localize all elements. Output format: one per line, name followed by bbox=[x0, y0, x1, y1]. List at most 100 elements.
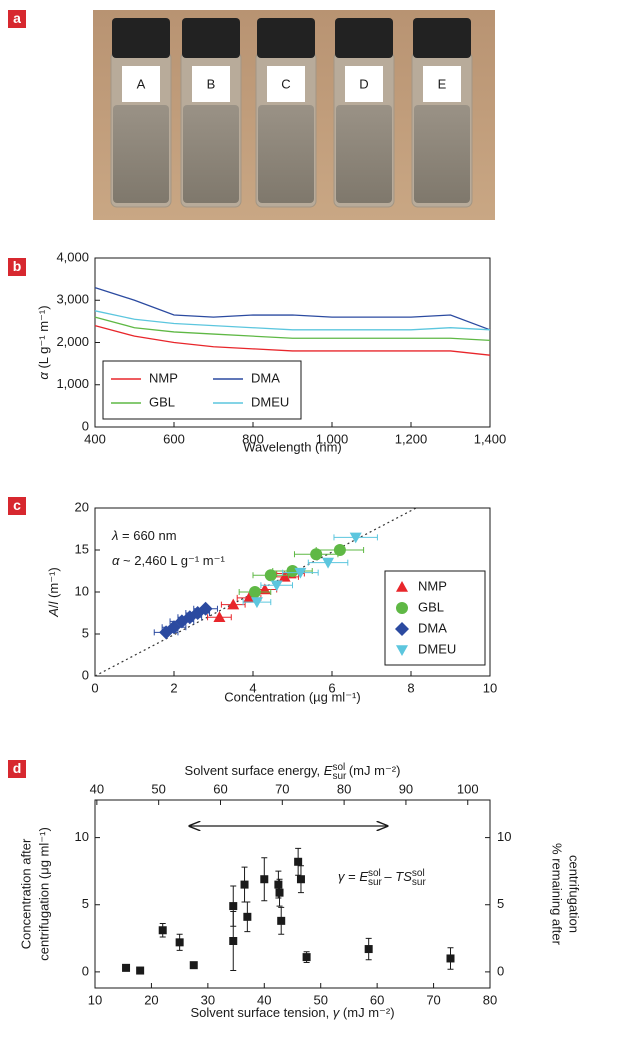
marker bbox=[213, 611, 226, 622]
y2-axis-label: % remaining after bbox=[550, 843, 565, 946]
x-tick-label: 1,400 bbox=[474, 431, 507, 446]
marker bbox=[136, 966, 145, 975]
y2-axis-label: centrifugation bbox=[567, 855, 582, 933]
vial-letter: C bbox=[281, 76, 290, 91]
vial-label bbox=[122, 66, 160, 102]
x-axis-label: Solvent surface tension, γ (mJ m⁻²) bbox=[190, 1005, 394, 1020]
marker bbox=[175, 938, 184, 947]
marker bbox=[264, 569, 277, 582]
x2-tick-label: 90 bbox=[399, 781, 413, 796]
legend-swatch bbox=[396, 581, 408, 592]
x-tick-label: 60 bbox=[370, 992, 384, 1007]
marker bbox=[349, 532, 362, 544]
panel-label-box bbox=[8, 258, 26, 276]
y-axis-label: α (L g⁻¹ m⁻¹) bbox=[36, 305, 51, 379]
text-segment: A bbox=[46, 608, 61, 618]
text-segment: (L g⁻¹ m⁻¹) bbox=[36, 305, 51, 372]
text-segment: l bbox=[46, 600, 61, 604]
annotation: α ~ 2,460 L g⁻¹ m⁻¹ bbox=[112, 553, 225, 568]
y-tick-label: 10 bbox=[75, 583, 89, 598]
y2-tick-label: 10 bbox=[497, 829, 511, 844]
marker bbox=[294, 567, 307, 579]
x2-tick-label: 40 bbox=[90, 781, 104, 796]
vial-label bbox=[423, 66, 461, 102]
x-tick-label: 600 bbox=[163, 431, 185, 446]
y-tick-label: 0 bbox=[82, 418, 89, 433]
marker bbox=[227, 598, 240, 610]
legend-box bbox=[102, 360, 302, 420]
vial-liquid bbox=[336, 105, 392, 203]
text-segment: (m⁻¹) bbox=[46, 567, 61, 601]
marker bbox=[294, 857, 303, 866]
vial-label bbox=[192, 66, 230, 102]
text-segment: α bbox=[112, 553, 120, 568]
series-line bbox=[94, 310, 491, 331]
marker bbox=[275, 888, 284, 897]
marker bbox=[248, 586, 261, 598]
text-segment: E bbox=[359, 869, 368, 884]
legend-label: DMA bbox=[251, 370, 280, 385]
marker bbox=[274, 880, 283, 889]
x-tick-label: 20 bbox=[144, 992, 158, 1007]
text-segment: sol bbox=[332, 762, 345, 773]
marker bbox=[310, 548, 323, 561]
text-segment: sur bbox=[412, 877, 427, 888]
legend-label: GBL bbox=[418, 599, 444, 614]
vial-liquid bbox=[183, 105, 239, 203]
marker bbox=[158, 926, 167, 935]
x-axis-label: Concentration (µg ml⁻¹) bbox=[224, 689, 360, 704]
y-tick-label: 4,000 bbox=[56, 249, 89, 264]
y2-tick-label: 0 bbox=[497, 963, 504, 978]
legend-label: DMEU bbox=[418, 641, 456, 656]
marker bbox=[240, 880, 249, 889]
annotation: γ = Esursol – TSsursol bbox=[338, 868, 426, 888]
y-tick-label: 2,000 bbox=[56, 334, 89, 349]
text-segment: (mJ m⁻²) bbox=[345, 763, 400, 778]
vial-label bbox=[267, 66, 305, 102]
x-tick-label: 0 bbox=[91, 680, 98, 695]
marker bbox=[296, 875, 305, 884]
marker bbox=[364, 945, 373, 954]
x2-tick-label: 60 bbox=[213, 781, 227, 796]
panel-label: a bbox=[13, 10, 21, 26]
x-tick-label: 50 bbox=[313, 992, 327, 1007]
x-tick-label: 2 bbox=[170, 680, 177, 695]
x-tick-label: 8 bbox=[407, 680, 414, 695]
marker bbox=[122, 963, 131, 972]
legend-swatch bbox=[396, 645, 408, 656]
x-tick-label: 1,000 bbox=[316, 431, 349, 446]
x-tick-label: 400 bbox=[84, 431, 106, 446]
y-axis-label: A/l (m⁻¹) bbox=[46, 567, 61, 617]
x2-tick-label: 70 bbox=[275, 781, 289, 796]
vial-cap bbox=[112, 18, 170, 58]
marker bbox=[260, 875, 269, 884]
x-tick-label: 70 bbox=[426, 992, 440, 1007]
marker bbox=[198, 601, 213, 616]
text-segment: γ bbox=[338, 869, 346, 884]
x2-tick-label: 80 bbox=[337, 781, 351, 796]
vial-label bbox=[345, 66, 383, 102]
vial-cap bbox=[335, 18, 393, 58]
y-tick-label: 15 bbox=[75, 541, 89, 556]
x2-tick-label: 50 bbox=[151, 781, 165, 796]
panel-label-box bbox=[8, 760, 26, 778]
legend-label: NMP bbox=[149, 370, 178, 385]
legend-swatch bbox=[396, 602, 408, 614]
text-segment: sol bbox=[412, 868, 425, 879]
series-line bbox=[94, 286, 491, 331]
text-segment: λ bbox=[111, 528, 118, 543]
text-segment: ~ 2,460 L g⁻¹ m⁻¹ bbox=[119, 553, 225, 568]
marker bbox=[189, 961, 198, 970]
vial-liquid bbox=[414, 105, 470, 203]
text-segment: Solvent surface tension, bbox=[190, 1005, 332, 1020]
text-segment: = bbox=[345, 869, 360, 884]
x-tick-label: 40 bbox=[257, 992, 271, 1007]
y-axis-label: centrifugation (μg ml⁻¹) bbox=[36, 827, 51, 961]
panel-label: c bbox=[13, 497, 21, 513]
marker bbox=[302, 953, 311, 962]
y2-tick-label: 5 bbox=[497, 896, 504, 911]
marker bbox=[270, 580, 283, 592]
x-tick-label: 4 bbox=[249, 680, 256, 695]
marker bbox=[277, 916, 286, 925]
